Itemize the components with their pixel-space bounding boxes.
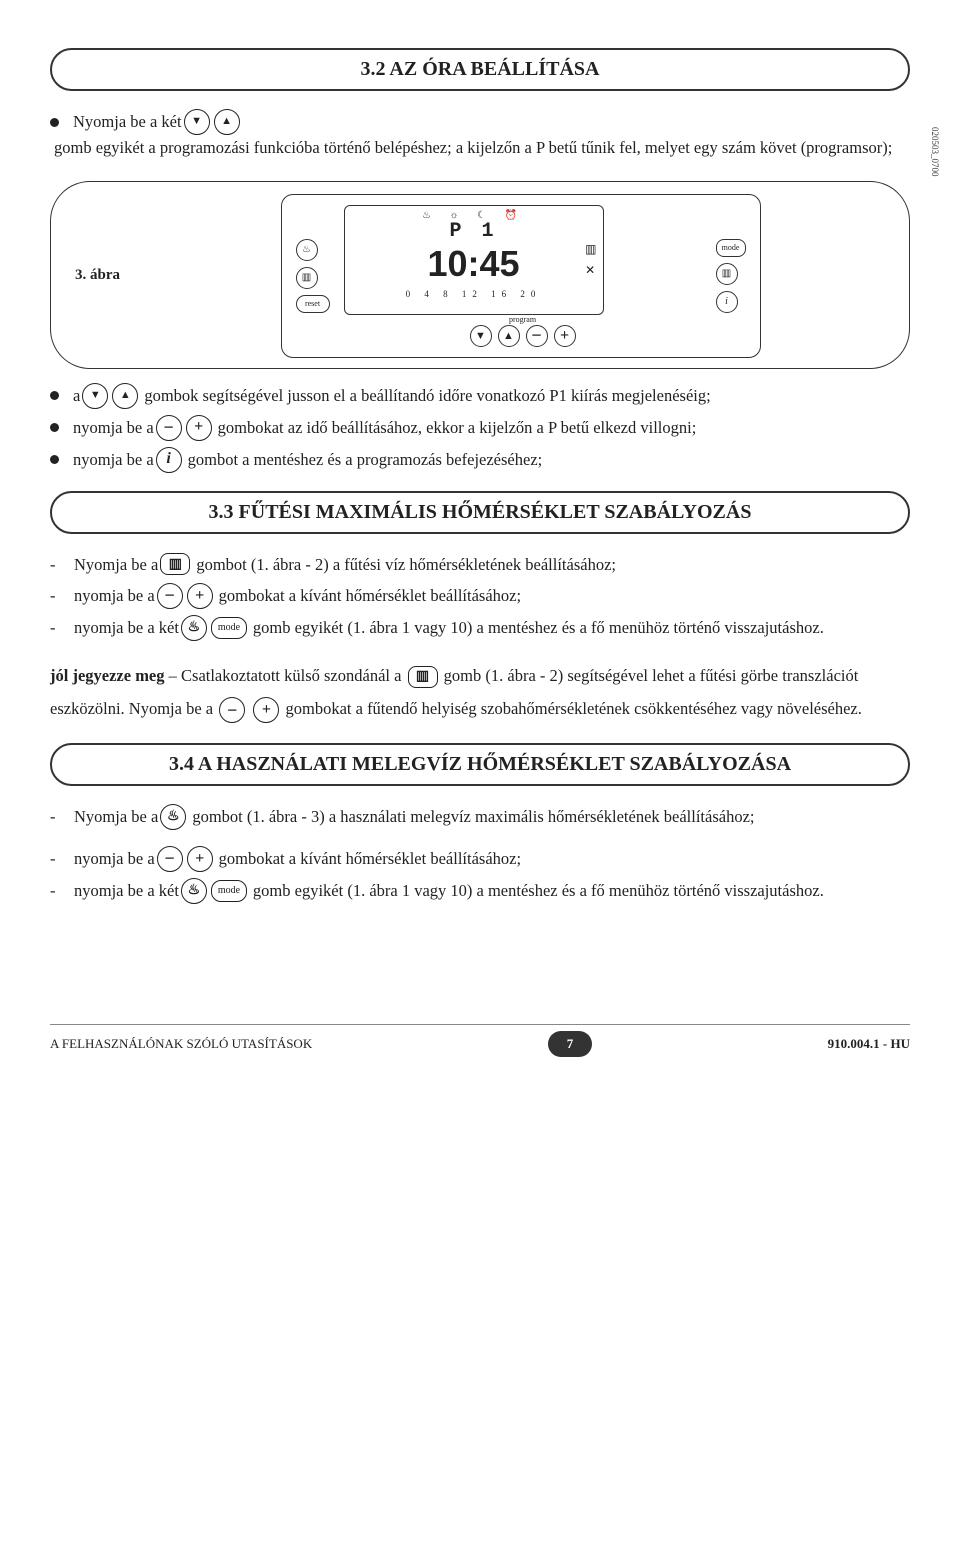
radiator-icon — [160, 553, 190, 575]
text: nyomja be a — [73, 415, 154, 441]
s33-line3: - nyomja be a két gomb egyikét (1. ábra … — [50, 615, 910, 641]
text: gombokat a fűtendő helyiség szobahőmérsé… — [286, 699, 862, 718]
text: a — [73, 383, 80, 409]
text: nyomja be a két — [74, 615, 179, 641]
text: gombokat az idő beállításához, ekkor a k… — [218, 415, 697, 441]
info-icon: i — [716, 291, 738, 313]
lcd-side-icons: ▥✕ — [585, 242, 596, 278]
text: gombot (1. ábra - 2) a fűtési víz hőmérs… — [196, 552, 616, 578]
figure-caption: 3. ábra — [75, 267, 120, 284]
note-block: jól jegyezze meg – Csatlakoztatott külső… — [50, 659, 910, 725]
radiator-icon: ▥ — [296, 267, 318, 289]
plus-icon — [186, 415, 212, 441]
figure-3: 3. ábra ♨ ▥ reset ♨ ☼ ☾ ⏰ ▥✕ P 1 10:45 0… — [50, 181, 910, 369]
text: gomb egyikét a programozási funkcióba tö… — [54, 135, 892, 161]
lcd-display: ♨ ☼ ☾ ⏰ ▥✕ P 1 10:45 0 4 8 12 16 20 — [344, 205, 604, 315]
section-3-3-header: 3.3 FŰTÉSI MAXIMÁLIS HŐMÉRSÉKLET SZABÁLY… — [50, 491, 910, 534]
text: gombokat a kívánt hőmérséklet beállításá… — [219, 583, 521, 609]
text: Nyomja be a — [74, 804, 158, 830]
text: – Csatlakoztatott külső szondánál a — [169, 666, 406, 685]
text: gomb egyikét (1. ábra 1 vagy 10) a menté… — [253, 878, 824, 904]
mode-icon — [211, 617, 247, 639]
text: Nyomja be a — [74, 552, 158, 578]
left-buttons: ♨ ▥ reset — [296, 239, 330, 313]
text: nyomja be a — [73, 447, 154, 473]
lcd-scale: 0 4 8 12 16 20 — [406, 289, 542, 299]
bullet-icon — [50, 455, 59, 464]
text: gomb egyikét (1. ábra 1 vagy 10) a menté… — [253, 615, 824, 641]
minus-icon — [157, 846, 183, 872]
step-3: nyomja be a i gombot a mentéshez és a pr… — [50, 447, 910, 473]
minus-icon — [526, 325, 548, 347]
s34-line2: - nyomja be a gombokat a kívánt hőmérsék… — [50, 846, 910, 872]
s33-line2: - nyomja be a gombokat a kívánt hőmérsék… — [50, 583, 910, 609]
page-footer: A FELHASZNÁLÓNAK SZÓLÓ UTASÍTÁSOK 7 910.… — [50, 1024, 910, 1057]
section-3-4-header: 3.4 A HASZNÁLATI MELEGVÍZ HŐMÉRSÉKLET SZ… — [50, 743, 910, 786]
lcd-icons: ♨ ☼ ☾ ⏰ — [422, 210, 525, 221]
note-lead: jól jegyezze meg — [50, 666, 165, 685]
text: nyomja be a két — [74, 878, 179, 904]
s33-line1: - Nyomja be a gombot (1. ábra - 2) a fűt… — [50, 552, 910, 578]
text: nyomja be a — [74, 846, 155, 872]
lcd-program: P 1 — [449, 220, 497, 243]
footer-right: 910.004.1 - HU — [828, 1036, 910, 1052]
dash-icon: - — [50, 846, 66, 872]
s34-line3: - nyomja be a két gomb egyikét (1. ábra … — [50, 878, 910, 904]
step-2: nyomja be a gombokat az idő beállításáho… — [50, 415, 910, 441]
info-icon: i — [156, 447, 182, 473]
up-icon — [214, 109, 240, 135]
bullet-icon — [50, 391, 59, 400]
tap-icon — [181, 878, 207, 904]
down-icon — [470, 325, 492, 347]
bullet-icon — [50, 423, 59, 432]
step-1: a gombok segítségével jusson el a beállí… — [50, 383, 910, 409]
s34-line1: - Nyomja be a gombot (1. ábra - 3) a has… — [50, 804, 910, 830]
down-icon — [184, 109, 210, 135]
plus-icon — [187, 846, 213, 872]
text: gombok segítségével jusson el a beállíta… — [144, 383, 710, 409]
minus-icon — [219, 697, 245, 723]
tap-icon — [181, 615, 207, 641]
dash-icon: - — [50, 552, 66, 578]
plus-icon — [554, 325, 576, 347]
thermostat-panel: ♨ ▥ reset ♨ ☼ ☾ ⏰ ▥✕ P 1 10:45 0 4 8 12 … — [281, 194, 761, 358]
mode-icon — [211, 880, 247, 902]
dash-icon: - — [50, 583, 66, 609]
text: nyomja be a — [74, 583, 155, 609]
section-3-2-header: 3.2 AZ ÓRA BEÁLLÍTÁSA — [50, 48, 910, 91]
tap-icon — [160, 804, 186, 830]
program-label: program — [344, 315, 702, 324]
radiator-icon: ▥ — [716, 263, 738, 285]
bullet-icon — [50, 118, 59, 127]
text: gombokat a kívánt hőmérséklet beállításá… — [219, 846, 521, 872]
intro-line: Nyomja be a két gomb egyikét a programoz… — [50, 109, 910, 161]
minus-icon — [156, 415, 182, 441]
reset-button: reset — [296, 295, 330, 313]
up-icon — [498, 325, 520, 347]
plus-icon — [187, 583, 213, 609]
text: gombot a mentéshez és a programozás befe… — [188, 447, 543, 473]
plus-icon — [253, 697, 279, 723]
dash-icon: - — [50, 878, 66, 904]
minus-icon — [157, 583, 183, 609]
page-number: 7 — [548, 1031, 592, 1057]
dash-icon: - — [50, 615, 66, 641]
tap-icon: ♨ — [296, 239, 318, 261]
text: Nyomja be a két — [73, 109, 182, 135]
text: gombot (1. ábra - 3) a használati melegv… — [192, 804, 754, 830]
bottom-buttons — [344, 325, 702, 347]
mode-button: mode — [716, 239, 746, 257]
lcd-time: 10:45 — [427, 243, 519, 285]
radiator-icon — [408, 666, 438, 688]
footer-left: A FELHASZNÁLÓNAK SZÓLÓ UTASÍTÁSOK — [50, 1036, 312, 1052]
right-buttons: mode ▥ i — [716, 239, 746, 313]
up-icon — [112, 383, 138, 409]
down-icon — [82, 383, 108, 409]
dash-icon: - — [50, 804, 66, 830]
